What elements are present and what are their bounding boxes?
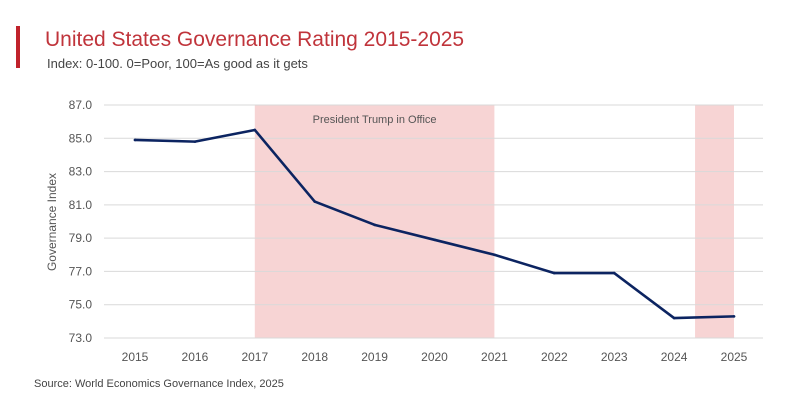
x-tick-label: 2017 xyxy=(241,350,268,364)
x-tick-label: 2023 xyxy=(601,350,628,364)
data-point xyxy=(193,140,197,143)
x-tick-label: 2016 xyxy=(182,350,209,364)
annotations: President Trump in Office xyxy=(313,114,437,126)
x-tick-label: 2020 xyxy=(421,350,448,364)
x-tick-label: 2015 xyxy=(122,350,149,364)
shaded-region-1 xyxy=(695,105,734,338)
chart-subtitle: Index: 0-100. 0=Poor, 100=As good as it … xyxy=(47,56,308,71)
data-point xyxy=(313,200,317,203)
x-tick-label: 2022 xyxy=(541,350,568,364)
x-tick-label: 2019 xyxy=(361,350,388,364)
y-axis-ticks: 73.0 75.0 77.0 79.0 81.0 83.0 85.0 87.0 xyxy=(69,98,93,345)
data-point xyxy=(133,138,137,142)
data-point xyxy=(493,253,496,257)
data-point xyxy=(732,315,736,318)
shaded-region-0 xyxy=(254,105,495,338)
y-tick-label: 81.0 xyxy=(69,198,93,212)
source-note: Source: World Economics Governance Index… xyxy=(34,378,284,390)
x-tick-label: 2018 xyxy=(301,350,328,364)
data-point xyxy=(253,128,257,132)
data-point xyxy=(553,271,556,275)
y-tick-label: 87.0 xyxy=(69,98,93,112)
data-point xyxy=(672,316,676,320)
x-axis-ticks: 2015 2016 2017 2018 2019 2020 2021 2022 2023 2024… xyxy=(122,350,748,364)
y-axis-title: Governance Index xyxy=(45,173,59,271)
y-tick-label: 73.0 xyxy=(69,331,93,345)
y-tick-label: 75.0 xyxy=(69,298,93,312)
x-tick-label: 2021 xyxy=(481,350,508,364)
data-point xyxy=(433,238,436,242)
data-point xyxy=(373,223,376,227)
y-tick-label: 79.0 xyxy=(69,231,93,245)
shaded-region-label: President Trump in Office xyxy=(313,114,437,126)
y-tick-label: 85.0 xyxy=(69,131,93,145)
data-point xyxy=(612,271,616,275)
shaded-regions xyxy=(254,105,734,338)
title-accent-bar xyxy=(16,26,20,68)
x-tick-label: 2025 xyxy=(721,350,748,364)
y-tick-label: 83.0 xyxy=(69,165,93,179)
series-lines xyxy=(133,128,736,320)
y-tick-label: 77.0 xyxy=(69,264,93,278)
x-tick-label: 2024 xyxy=(661,350,688,364)
chart-title: United States Governance Rating 2015-202… xyxy=(45,28,465,51)
